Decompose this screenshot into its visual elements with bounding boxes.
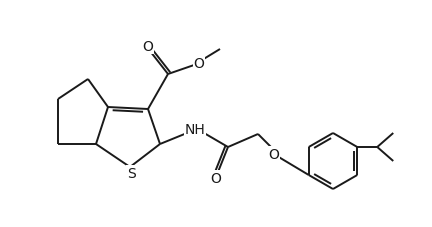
Text: O: O xyxy=(210,171,222,185)
Text: NH: NH xyxy=(184,122,205,136)
Text: S: S xyxy=(127,166,135,180)
Text: O: O xyxy=(194,57,204,71)
Text: O: O xyxy=(269,147,280,161)
Text: O: O xyxy=(143,40,153,54)
